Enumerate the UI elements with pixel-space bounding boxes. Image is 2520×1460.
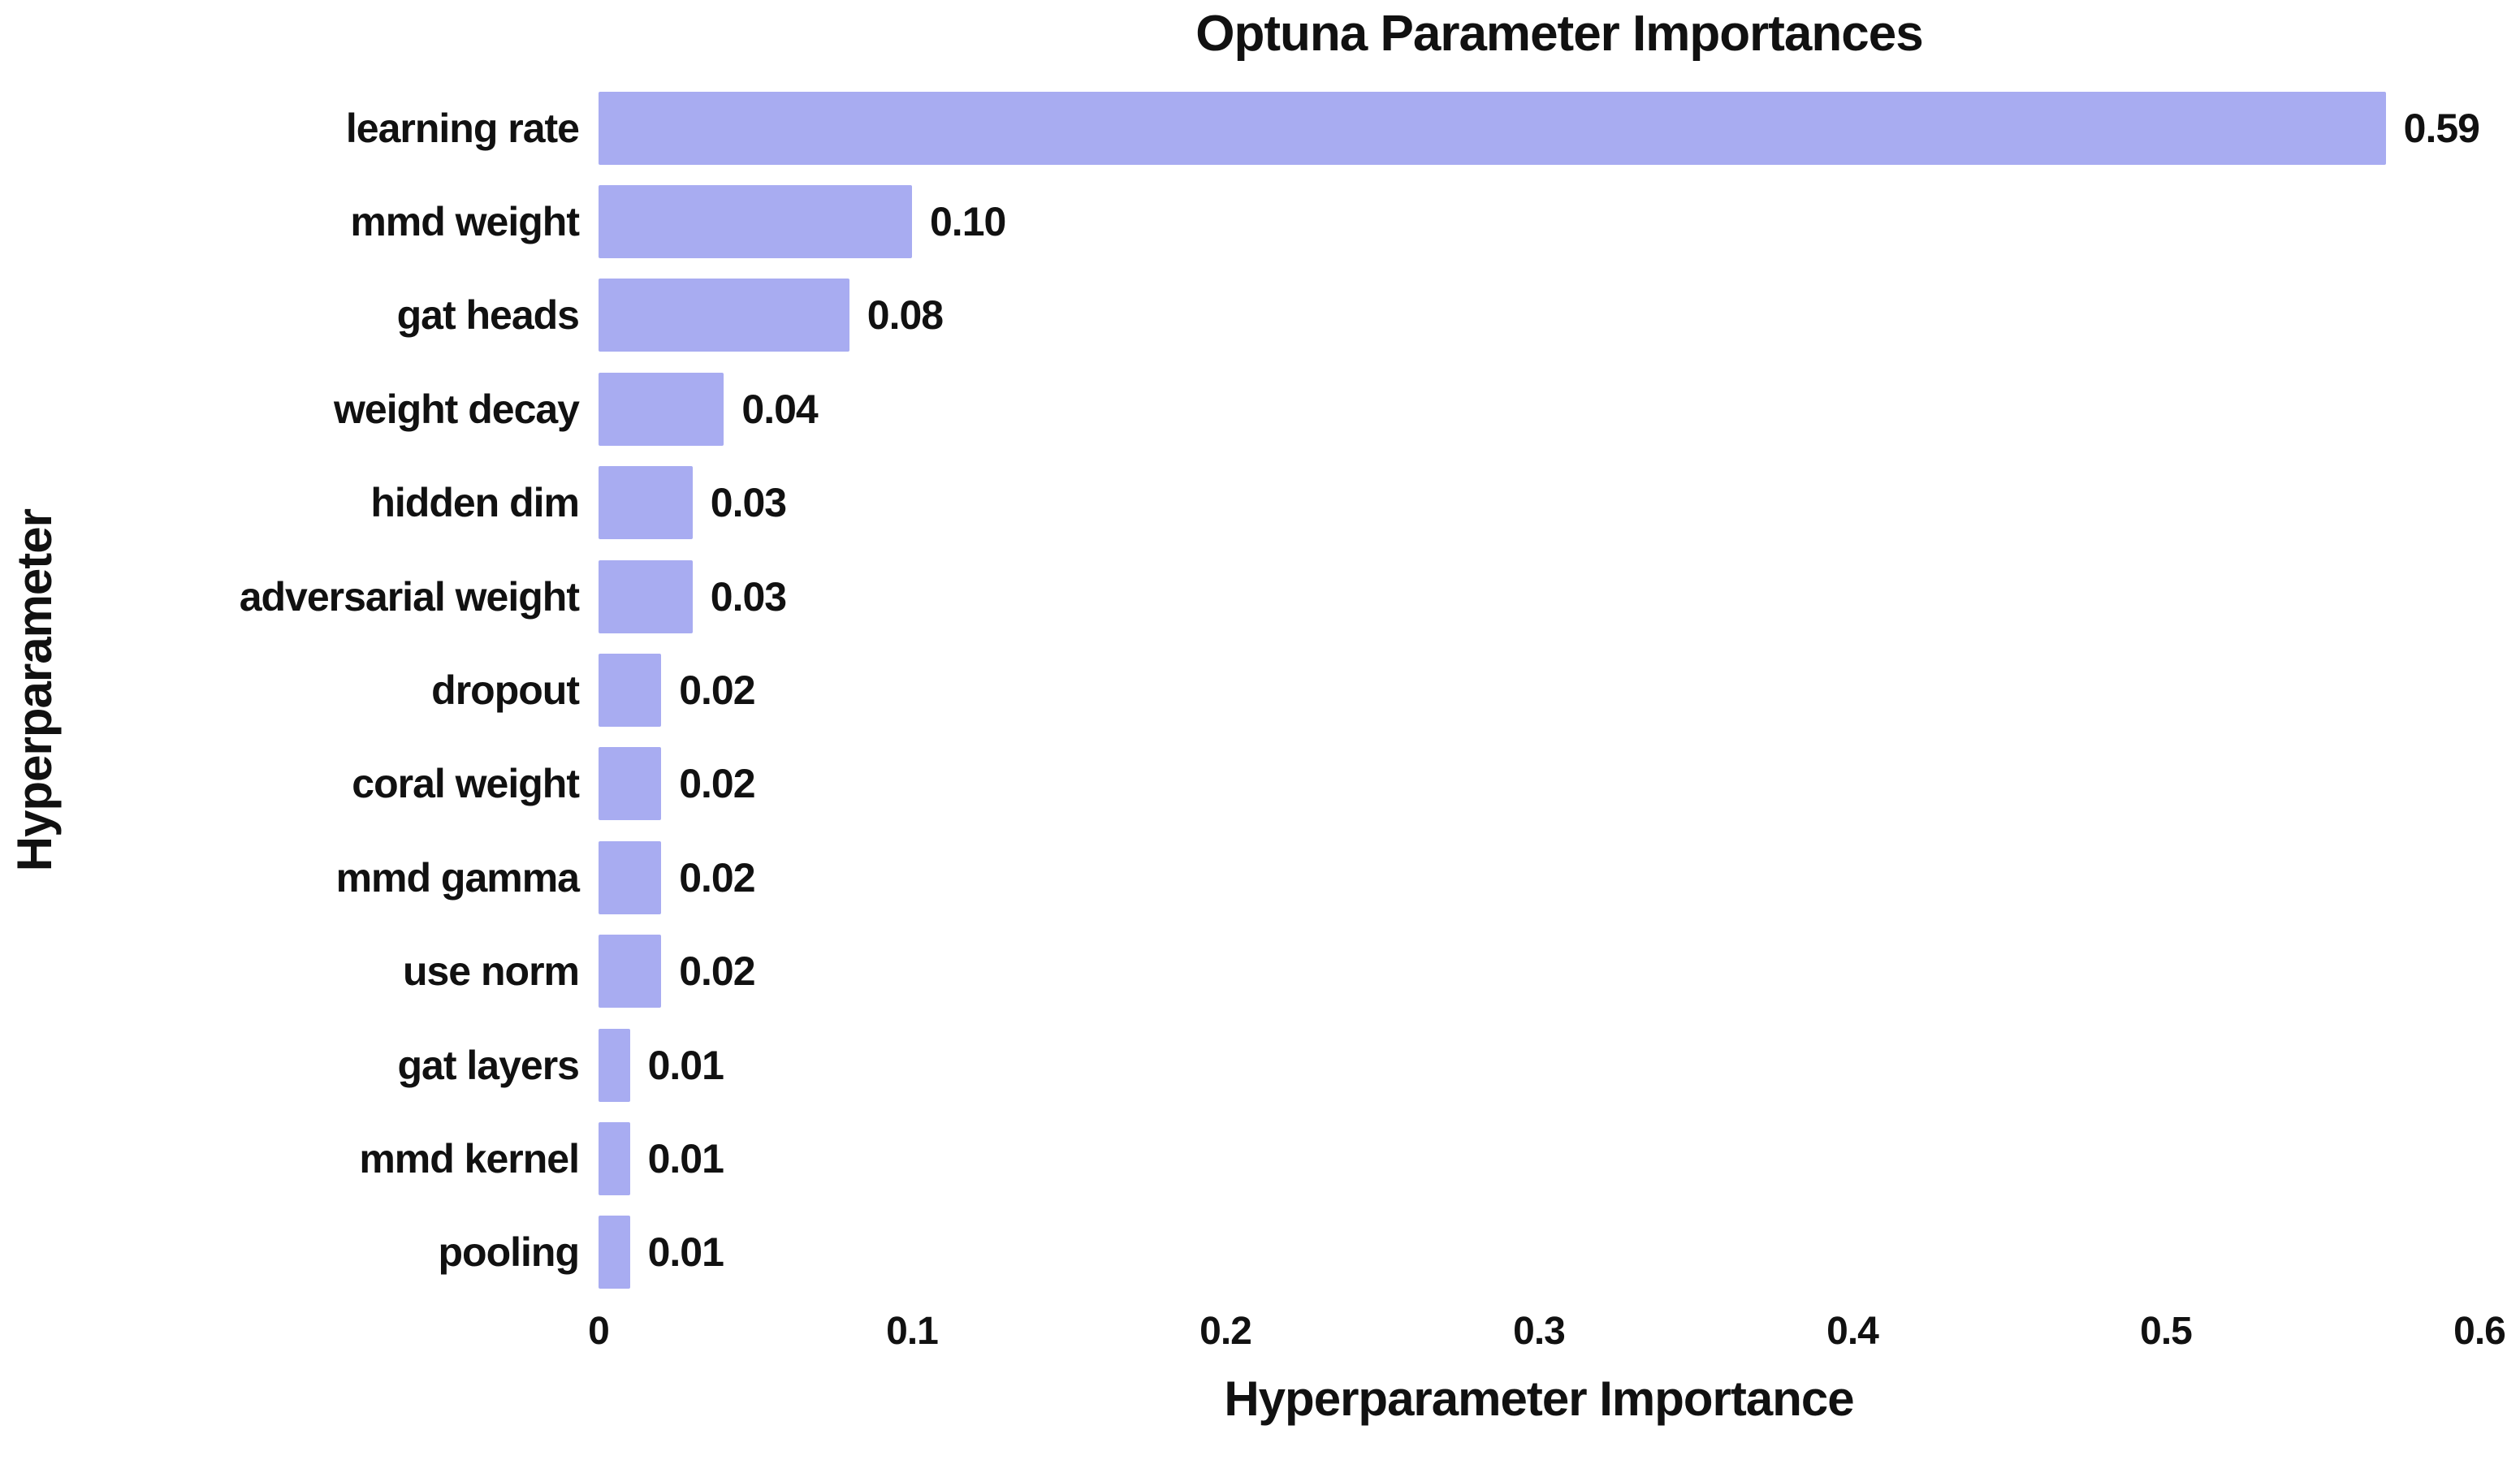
x-axis-label: Hyperparameter Importance bbox=[1224, 1371, 1854, 1426]
bar-track: 0.01 bbox=[599, 1018, 2479, 1112]
bar bbox=[599, 1121, 630, 1195]
value-label: 0.08 bbox=[867, 292, 944, 339]
bar bbox=[599, 1216, 630, 1289]
bar-track: 0.03 bbox=[599, 550, 2479, 643]
x-tick-label: 0.6 bbox=[2453, 1310, 2506, 1353]
category-label: mmd weight bbox=[350, 199, 580, 245]
value-label: 0.59 bbox=[2403, 105, 2480, 151]
value-label: 0.03 bbox=[710, 573, 787, 620]
x-tick-label: 0.2 bbox=[1199, 1310, 1252, 1353]
bar-row: coral weight 0.02 bbox=[0, 737, 2520, 831]
bar bbox=[599, 185, 912, 259]
bar-row: pooling 0.01 bbox=[0, 1206, 2520, 1299]
x-axis: 0 0.1 0.2 0.3 0.4 0.5 0.6 bbox=[588, 1309, 2506, 1358]
bar-track: 0.01 bbox=[599, 1206, 2479, 1299]
bar bbox=[599, 935, 662, 1009]
bar bbox=[599, 654, 662, 728]
bar-track: 0.02 bbox=[599, 831, 2479, 924]
category-label: use norm bbox=[402, 948, 580, 995]
category-label: dropout bbox=[431, 667, 580, 714]
chart-title: Optuna Parameter Importances bbox=[1195, 6, 1923, 62]
bar bbox=[599, 466, 693, 540]
bar-track: 0.02 bbox=[599, 643, 2479, 736]
bar bbox=[599, 747, 662, 821]
bar-track: 0.08 bbox=[599, 269, 2479, 362]
value-label: 0.01 bbox=[647, 1135, 724, 1181]
value-label: 0.10 bbox=[930, 199, 1006, 245]
value-label: 0.02 bbox=[679, 667, 755, 714]
bar-track: 0.02 bbox=[599, 925, 2479, 1018]
bar-row: hidden dim 0.03 bbox=[0, 456, 2520, 550]
plot-rows: learning rate 0.59 mmd weight 0.10 gat heads… bbox=[0, 81, 2520, 1299]
value-label: 0.02 bbox=[679, 948, 755, 995]
x-tick-label: 0.3 bbox=[1513, 1310, 1566, 1353]
bar-row: dropout 0.02 bbox=[0, 643, 2520, 736]
value-label: 0.04 bbox=[741, 386, 818, 432]
bar bbox=[599, 372, 724, 446]
bar bbox=[599, 840, 662, 914]
value-label: 0.02 bbox=[679, 854, 755, 901]
bar-row: use norm 0.02 bbox=[0, 925, 2520, 1018]
category-label: pooling bbox=[438, 1229, 581, 1276]
bar-track: 0.04 bbox=[599, 362, 2479, 456]
bar-track: 0.10 bbox=[599, 175, 2479, 268]
category-label: coral weight bbox=[352, 761, 580, 807]
bar-row: mmd gamma 0.02 bbox=[0, 831, 2520, 924]
x-tick-label: 0.4 bbox=[1826, 1310, 1879, 1353]
bar-track: 0.59 bbox=[599, 81, 2480, 175]
category-label: learning rate bbox=[345, 105, 580, 151]
value-label: 0.02 bbox=[679, 761, 755, 807]
value-label: 0.01 bbox=[647, 1042, 724, 1088]
x-tick-label: 0 bbox=[588, 1310, 610, 1353]
category-label: weight decay bbox=[334, 386, 580, 432]
bar-row: learning rate 0.59 bbox=[0, 81, 2520, 175]
bar-row: weight decay 0.04 bbox=[0, 362, 2520, 456]
value-label: 0.01 bbox=[647, 1229, 724, 1276]
category-label: gat layers bbox=[397, 1042, 580, 1088]
category-label: hidden dim bbox=[370, 480, 580, 526]
bar bbox=[599, 91, 2386, 165]
category-label: mmd kernel bbox=[359, 1135, 580, 1181]
bar-track: 0.02 bbox=[599, 737, 2479, 831]
bar-row: gat layers 0.01 bbox=[0, 1018, 2520, 1112]
bar-row: gat heads 0.08 bbox=[0, 269, 2520, 362]
value-label: 0.03 bbox=[710, 480, 787, 526]
bar-track: 0.03 bbox=[599, 456, 2479, 550]
category-label: adversarial weight bbox=[239, 573, 580, 620]
x-tick-label: 0.5 bbox=[2140, 1310, 2193, 1353]
bar bbox=[599, 559, 693, 633]
x-tick-label: 0.1 bbox=[886, 1310, 939, 1353]
category-label: gat heads bbox=[396, 292, 580, 339]
bar-row: adversarial weight 0.03 bbox=[0, 550, 2520, 643]
category-label: mmd gamma bbox=[335, 854, 580, 901]
bar bbox=[599, 279, 849, 352]
bar bbox=[599, 1028, 630, 1102]
bar-track: 0.01 bbox=[599, 1112, 2479, 1205]
bar-row: mmd weight 0.10 bbox=[0, 175, 2520, 268]
bar-row: mmd kernel 0.01 bbox=[0, 1112, 2520, 1205]
